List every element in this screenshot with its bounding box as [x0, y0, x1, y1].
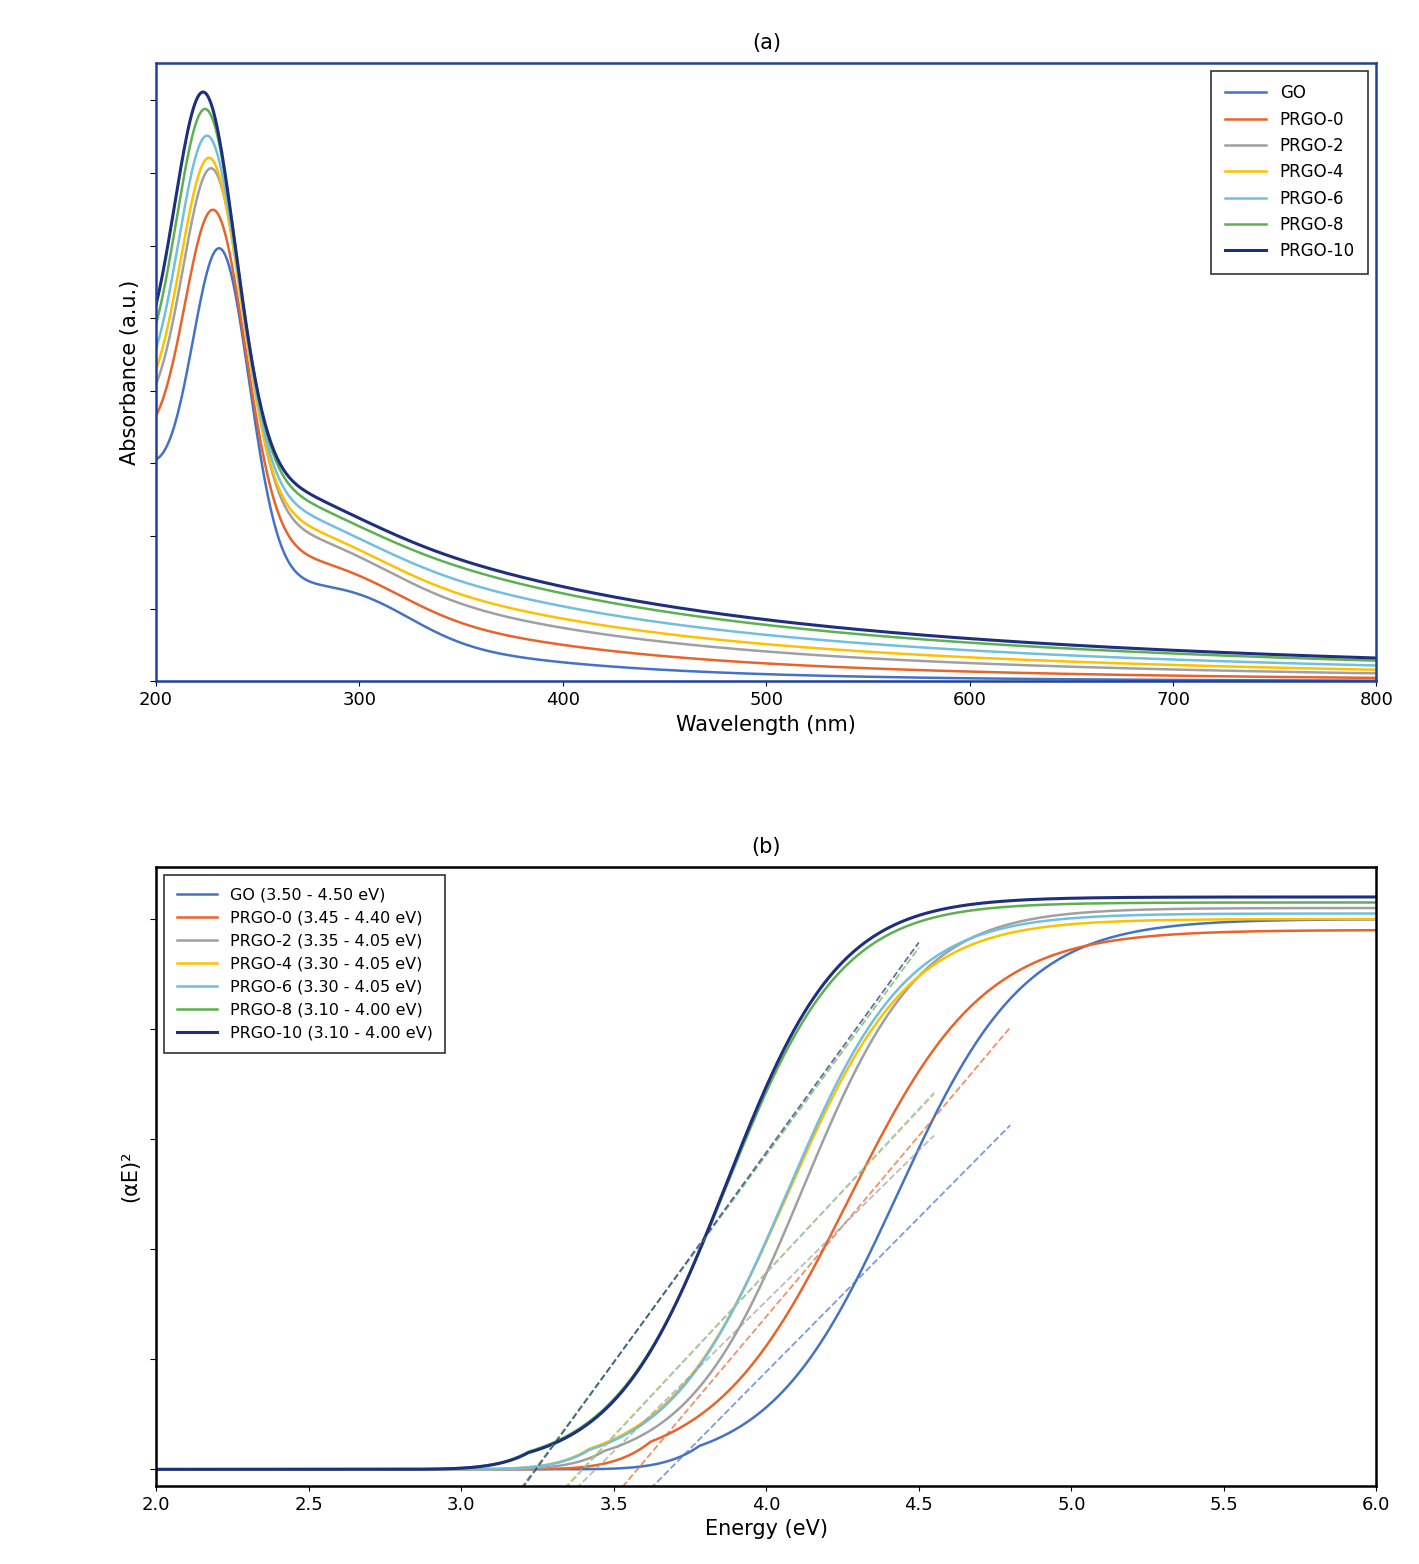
PRGO-0: [1218, 666, 1235, 685]
PRGO-10: [1090, 637, 1107, 655]
Y-axis label: Absorbance (a.u.): Absorbance (a.u.): [121, 280, 140, 465]
GO: [211, 239, 228, 258]
Line: PRGO-0: PRGO-0: [156, 210, 1396, 679]
PRGO-0: [902, 660, 920, 679]
PRGO-6: [870, 635, 887, 654]
Line: PRGO-10: PRGO-10: [156, 92, 1396, 658]
PRGO-0: [1090, 665, 1107, 683]
GO: [1355, 671, 1372, 690]
PRGO-6: [939, 640, 956, 658]
PRGO-0: [148, 407, 165, 425]
PRGO-8: [902, 629, 920, 647]
PRGO-4: [870, 643, 887, 662]
PRGO-6: [226, 235, 243, 253]
PRGO-2: [870, 649, 887, 668]
PRGO-8: [1388, 652, 1405, 671]
PRGO-6: [1090, 647, 1107, 666]
PRGO-8: [1218, 646, 1235, 665]
Title: (b): (b): [752, 837, 780, 857]
Line: PRGO-6: PRGO-6: [156, 136, 1396, 666]
PRGO-4: [902, 644, 920, 663]
X-axis label: Wavelength (nm): Wavelength (nm): [677, 715, 856, 735]
PRGO-2: [939, 652, 956, 671]
PRGO-10: [1218, 643, 1235, 662]
GO: [1388, 671, 1405, 690]
PRGO-8: [148, 314, 165, 333]
PRGO-10: [902, 624, 920, 643]
PRGO-8: [939, 632, 956, 651]
PRGO-0: [939, 662, 956, 680]
Legend: GO (3.50 - 4.50 eV), PRGO-0 (3.45 - 4.40 eV), PRGO-2 (3.35 - 4.05 eV), PRGO-4 (3: GO (3.50 - 4.50 eV), PRGO-0 (3.45 - 4.40…: [165, 874, 446, 1054]
PRGO-2: [1090, 658, 1107, 677]
PRGO-6: [148, 339, 165, 358]
PRGO-4: [226, 241, 243, 260]
PRGO-10: [226, 225, 243, 244]
PRGO-0: [1388, 669, 1405, 688]
PRGO-2: [1388, 665, 1405, 683]
Legend: GO, PRGO-0, PRGO-2, PRGO-4, PRGO-6, PRGO-8, PRGO-10: GO, PRGO-0, PRGO-2, PRGO-4, PRGO-6, PRGO…: [1212, 70, 1368, 274]
GO: [870, 668, 887, 687]
PRGO-6: [902, 637, 920, 655]
PRGO-6: [1218, 652, 1235, 671]
Line: GO: GO: [156, 249, 1396, 680]
PRGO-0: [870, 660, 887, 679]
X-axis label: Energy (eV): Energy (eV): [705, 1519, 827, 1539]
PRGO-10: [148, 296, 165, 314]
PRGO-8: [226, 225, 243, 244]
Title: (a): (a): [752, 33, 780, 53]
PRGO-2: [902, 651, 920, 669]
Line: PRGO-4: PRGO-4: [156, 158, 1396, 669]
PRGO-0: [226, 266, 243, 285]
PRGO-2: [201, 160, 219, 178]
GO: [1090, 669, 1107, 688]
PRGO-10: [870, 622, 887, 641]
PRGO-4: [939, 647, 956, 666]
PRGO-4: [200, 149, 217, 167]
PRGO-6: [1388, 657, 1405, 676]
PRGO-10: [939, 627, 956, 646]
PRGO-10: [194, 83, 211, 102]
Y-axis label: (αE)²: (αE)²: [121, 1151, 140, 1203]
Line: PRGO-8: PRGO-8: [156, 109, 1396, 662]
PRGO-2: [148, 374, 165, 393]
PRGO-4: [148, 360, 165, 378]
PRGO-8: [870, 627, 887, 646]
Line: PRGO-2: PRGO-2: [156, 169, 1396, 674]
PRGO-4: [1090, 654, 1107, 673]
PRGO-2: [1218, 662, 1235, 680]
PRGO-2: [226, 238, 243, 256]
PRGO-6: [199, 127, 216, 145]
PRGO-10: [1388, 649, 1405, 668]
GO: [902, 668, 920, 687]
PRGO-4: [1218, 657, 1235, 676]
GO: [939, 669, 956, 688]
GO: [226, 277, 243, 296]
PRGO-0: [204, 200, 221, 219]
PRGO-8: [1090, 641, 1107, 660]
GO: [148, 450, 165, 469]
PRGO-8: [197, 100, 214, 119]
GO: [1218, 671, 1235, 690]
PRGO-4: [1388, 660, 1405, 679]
